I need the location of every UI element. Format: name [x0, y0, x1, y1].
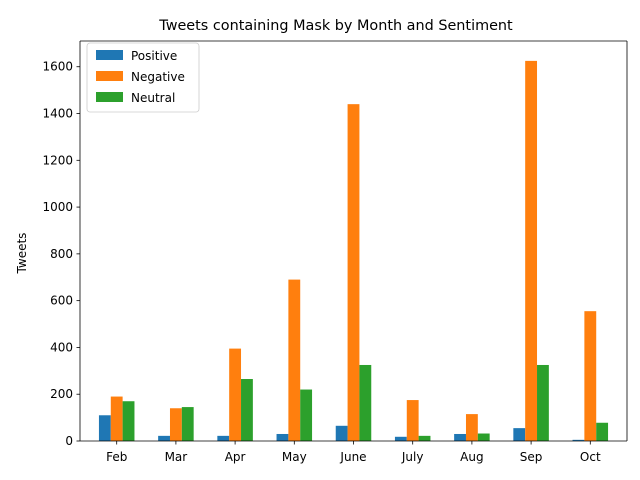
bar-negative-mar [169, 408, 182, 441]
y-tick-label: 800 [50, 247, 73, 261]
bar-neutral-feb [122, 401, 135, 441]
x-tick-label: Sep [520, 450, 543, 464]
y-tick-label: 1200 [42, 153, 73, 167]
bar-negative-feb [110, 396, 123, 441]
bar-negative-oct [584, 311, 597, 441]
x-tick-label: Mar [165, 450, 188, 464]
legend-swatch-neutral [96, 92, 123, 102]
bar-positive-aug [454, 433, 466, 441]
bar-negative-sep [525, 60, 538, 441]
bar-negative-may [288, 279, 301, 441]
y-tick-label: 400 [50, 340, 73, 354]
legend: Positive Negative Neutral [86, 42, 200, 113]
bar-positive-apr [217, 435, 230, 441]
legend-swatch-negative [96, 71, 123, 81]
bar-positive-mar [158, 435, 170, 441]
y-tick-label: 1400 [42, 107, 73, 121]
x-tick-label: Feb [106, 450, 127, 464]
legend-swatch-positive [96, 50, 123, 60]
bar-neutral-july [418, 435, 431, 441]
x-tick-label: Apr [225, 450, 246, 464]
bar-positive-june [335, 425, 348, 441]
y-tick-label: 0 [65, 434, 73, 448]
chart-title: Tweets containing Mask by Month and Sent… [158, 18, 513, 34]
bar-positive-oct [572, 439, 585, 441]
bar-positive-feb [98, 415, 111, 441]
x-tick-label: Aug [460, 450, 483, 464]
bar-neutral-sep [537, 364, 549, 441]
bar-neutral-apr [241, 379, 253, 441]
y-tick-label: 200 [50, 387, 73, 401]
bar-negative-apr [229, 348, 242, 441]
bar-negative-july [406, 400, 419, 441]
legend-label-positive: Positive [131, 49, 177, 63]
x-tick-label: May [282, 450, 307, 464]
x-tick-label: Oct [580, 450, 601, 464]
x-tick-label: June [339, 450, 366, 464]
y-tick-label: 1000 [42, 200, 73, 214]
bar-neutral-may [300, 389, 313, 441]
bar-neutral-june [359, 364, 372, 441]
x-tick-label: July [401, 450, 424, 464]
legend-label-neutral: Neutral [131, 91, 175, 105]
bar-positive-sep [513, 428, 526, 441]
bar-positive-july [394, 436, 407, 441]
y-tick-label: 600 [50, 294, 73, 308]
bar-positive-may [276, 433, 289, 441]
bar-neutral-mar [181, 407, 194, 441]
y-axis-title: Tweets [15, 233, 29, 275]
y-tick-label: 1600 [42, 60, 73, 74]
bar-negative-june [347, 104, 360, 441]
plot-area: 0 200 400 600 800 1000 1200 1400 1600 Feb Mar Apr Ma… [42, 40, 628, 464]
legend-label-negative: Negative [131, 70, 185, 84]
bar-neutral-aug [477, 433, 490, 441]
bar-neutral-oct [596, 422, 609, 441]
bar-negative-aug [465, 414, 478, 441]
